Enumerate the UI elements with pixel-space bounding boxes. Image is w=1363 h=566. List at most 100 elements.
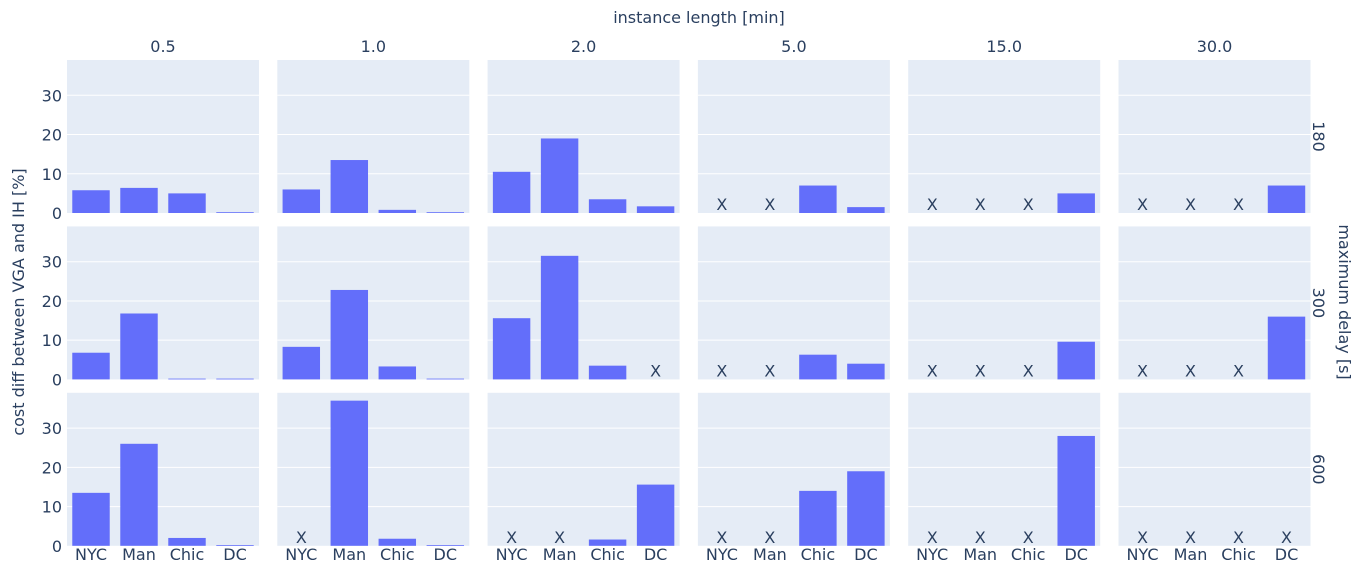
panel-bg-r0-c0 <box>67 60 259 213</box>
bar-Chic <box>799 185 837 213</box>
missing-marker: X <box>975 361 986 380</box>
missing-marker: X <box>764 361 775 380</box>
bar-Man <box>120 443 158 546</box>
y-tick-label: 20 <box>42 292 62 311</box>
bar-Man <box>120 187 158 213</box>
bar-DC <box>1057 341 1095 380</box>
missing-marker: X <box>716 195 727 214</box>
missing-marker: X <box>927 528 938 547</box>
missing-marker: X <box>506 528 517 547</box>
missing-marker: X <box>716 361 727 380</box>
missing-marker: X <box>927 195 938 214</box>
missing-marker: X <box>1023 195 1034 214</box>
y-tick-label: 20 <box>42 458 62 477</box>
x-tick-label: Chic <box>590 545 625 564</box>
bar-NYC <box>72 492 110 546</box>
panel-bg-r0-c1 <box>277 60 470 213</box>
missing-marker: X <box>764 528 775 547</box>
row-header-2: 600 <box>1309 454 1328 485</box>
missing-marker: X <box>1137 195 1148 214</box>
bar-Chic <box>799 490 837 546</box>
bar-DC <box>847 471 885 546</box>
bar-DC <box>216 378 254 380</box>
x-tick-label: Chic <box>801 545 836 564</box>
y-tick-label: 20 <box>42 126 62 145</box>
missing-marker: X <box>927 361 938 380</box>
bar-Chic <box>588 365 627 380</box>
bar-Man <box>330 160 369 213</box>
bar-DC <box>636 206 675 213</box>
y-tick-label: 10 <box>42 331 62 350</box>
missing-marker: X <box>975 195 986 214</box>
panel-bg-r1-c3 <box>697 226 890 380</box>
bar-Man <box>330 400 369 546</box>
bar-DC <box>1057 435 1095 546</box>
bar-Chic <box>378 538 417 546</box>
missing-marker: X <box>554 528 565 547</box>
bar-Man <box>540 138 579 213</box>
bar-Chic <box>168 378 206 380</box>
y-tick-label: 10 <box>42 165 62 184</box>
missing-marker: X <box>975 528 986 547</box>
bar-Chic <box>168 537 206 546</box>
column-header-4: 15.0 <box>986 37 1022 56</box>
bar-DC <box>216 212 254 213</box>
bar-DC <box>426 378 465 380</box>
row-header-1: 300 <box>1309 288 1328 319</box>
y-tick-label: 30 <box>42 419 62 438</box>
x-tick-label: DC <box>223 545 247 564</box>
y-tick-label: 0 <box>52 204 62 223</box>
panel-bg-r0-c4 <box>908 60 1101 213</box>
bar-DC <box>1267 316 1306 380</box>
y-tick-label: 30 <box>42 253 62 272</box>
x-tick-label: Man <box>753 545 787 564</box>
bar-DC <box>847 207 885 213</box>
y-tick-label: 0 <box>52 370 62 389</box>
bar-DC <box>426 545 465 546</box>
bar-Chic <box>378 209 417 213</box>
bar-Man <box>540 255 579 380</box>
missing-marker: X <box>650 361 661 380</box>
top-axis-title: instance length [min] <box>613 8 785 27</box>
bar-NYC <box>72 190 110 213</box>
missing-marker: X <box>1185 361 1196 380</box>
x-tick-label: DC <box>1064 545 1088 564</box>
missing-marker: X <box>1137 361 1148 380</box>
x-tick-label: Chic <box>170 545 205 564</box>
x-tick-label: Chic <box>1221 545 1256 564</box>
missing-marker: X <box>1185 195 1196 214</box>
bar-Chic <box>799 354 837 380</box>
bar-Man <box>120 313 158 380</box>
missing-marker: X <box>1233 361 1244 380</box>
missing-marker: X <box>1233 528 1244 547</box>
column-header-0: 0.5 <box>150 37 175 56</box>
bar-DC <box>216 545 254 546</box>
missing-marker: X <box>1281 528 1292 547</box>
bar-DC <box>1267 185 1306 213</box>
y-tick-label: 0 <box>52 537 62 556</box>
column-header-1: 1.0 <box>361 37 386 56</box>
bar-DC <box>426 212 465 213</box>
x-tick-label: NYC <box>496 545 528 564</box>
missing-marker: X <box>1185 528 1196 547</box>
missing-marker: X <box>296 528 307 547</box>
column-header-3: 5.0 <box>781 37 806 56</box>
x-tick-label: Man <box>543 545 577 564</box>
missing-marker: X <box>716 528 727 547</box>
missing-marker: X <box>1137 528 1148 547</box>
missing-marker: X <box>1023 361 1034 380</box>
panel-bg-r0-c3 <box>697 60 890 213</box>
column-header-5: 30.0 <box>1197 37 1233 56</box>
y-tick-label: 10 <box>42 498 62 517</box>
bar-NYC <box>492 171 531 213</box>
bar-Chic <box>378 366 417 380</box>
x-tick-label: NYC <box>916 545 948 564</box>
x-tick-label: Chic <box>380 545 415 564</box>
bar-NYC <box>492 318 531 380</box>
x-tick-label: Man <box>332 545 366 564</box>
y-tick-label: 30 <box>42 86 62 105</box>
row-header-0: 180 <box>1309 121 1328 152</box>
bar-Man <box>330 289 369 380</box>
row-axis-title: maximum delay [s] <box>1335 224 1354 379</box>
